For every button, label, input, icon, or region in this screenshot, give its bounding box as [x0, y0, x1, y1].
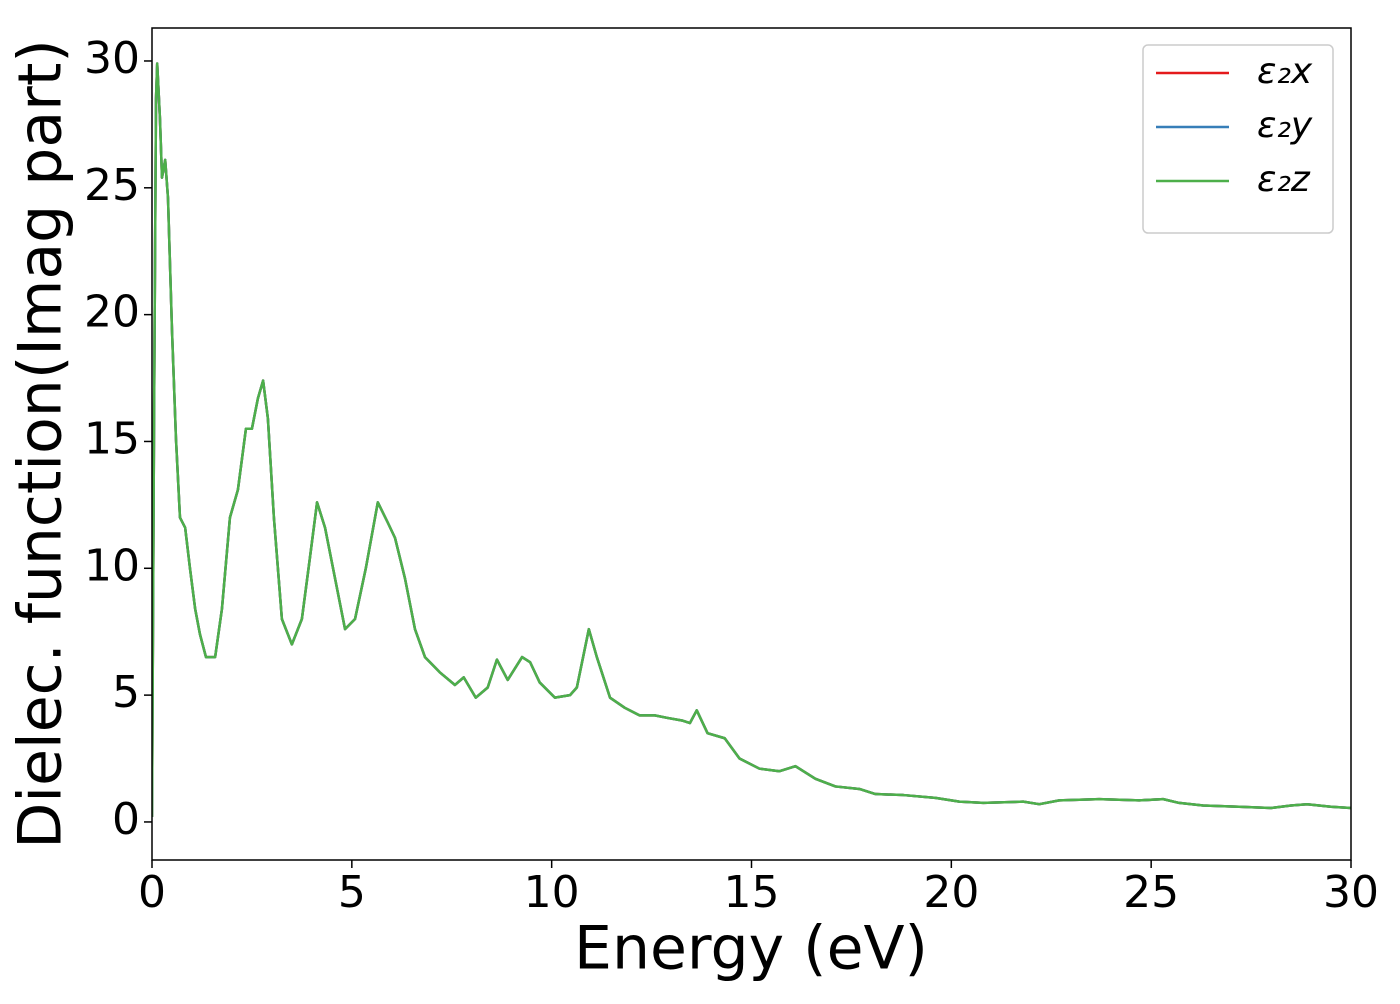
- y-axis-label: Dielec. function(Imag part): [6, 39, 76, 849]
- y-tick-label: 0: [112, 794, 140, 845]
- x-tick-label: 5: [338, 867, 366, 918]
- plot-frame: [151, 27, 1352, 861]
- x-tick-label: 20: [923, 867, 979, 918]
- y-tick-label: 5: [112, 667, 140, 718]
- x-tick-label: 30: [1323, 867, 1379, 918]
- y-tick-label: 30: [84, 33, 140, 84]
- series-line: [152, 62, 1351, 817]
- y-tick-label: 20: [84, 287, 140, 338]
- y-tick-label: 10: [84, 540, 140, 591]
- legend-label: ε₂y: [1257, 105, 1313, 146]
- legend-label: ε₂x: [1257, 51, 1313, 92]
- x-tick-label: 0: [138, 867, 166, 918]
- x-tick-label: 25: [1123, 867, 1179, 918]
- legend-label: ε₂z: [1257, 159, 1311, 200]
- legend-box: [1142, 44, 1334, 234]
- x-tick-label: 15: [724, 867, 780, 918]
- y-tick-label: 25: [84, 160, 140, 211]
- x-tick-label: 10: [524, 867, 580, 918]
- x-axis-label: Energy (eV): [574, 914, 928, 984]
- y-tick-label: 15: [84, 413, 140, 464]
